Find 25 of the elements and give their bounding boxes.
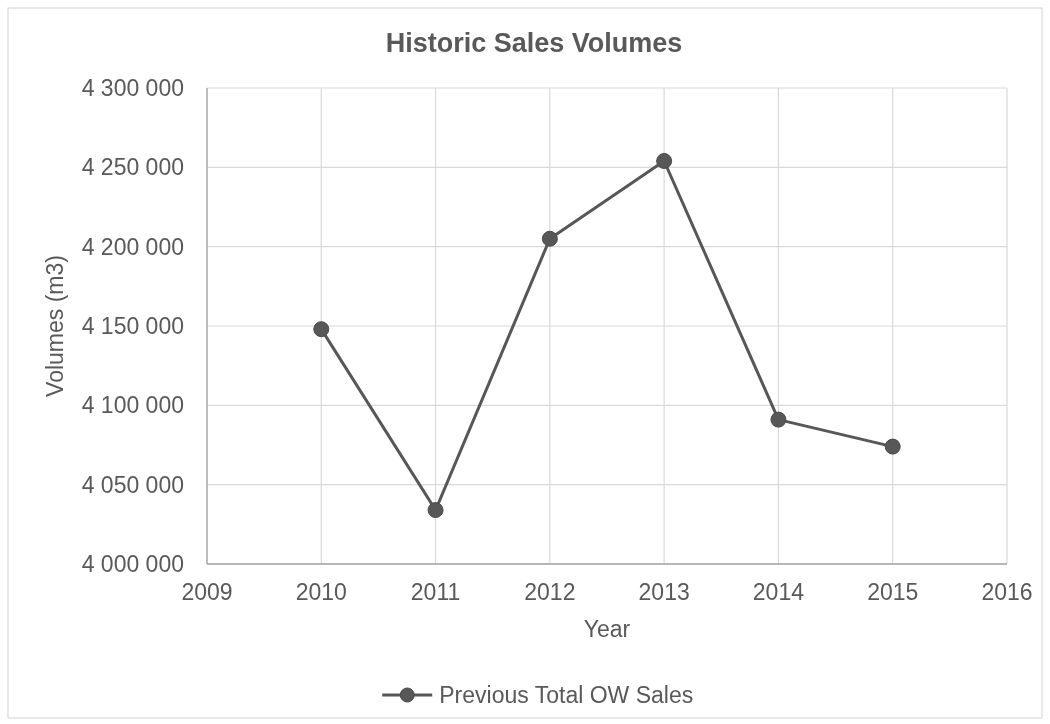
x-tick-label: 2009: [181, 579, 233, 605]
point: [884, 438, 901, 455]
x-axis-title: Year: [583, 616, 631, 642]
x-tick-label: 2013: [638, 579, 690, 605]
legend-label: Previous Total OW Sales: [439, 682, 694, 708]
x-tick-label: 2010: [295, 579, 347, 605]
point: [427, 502, 444, 519]
y-tick-label: 4 250 000: [81, 154, 184, 181]
point: [770, 411, 787, 428]
x-tick-label: 2011: [410, 579, 461, 605]
y-tick-label: 4 050 000: [81, 471, 184, 498]
y-tick-label: 4 150 000: [81, 313, 184, 339]
x-tick-label: 2014: [752, 579, 805, 605]
chart-title: Historic Sales Volumes: [385, 28, 683, 58]
y-tick-label: 4 000 000: [81, 551, 184, 577]
point: [656, 152, 673, 169]
y-tick-label: 4 200 000: [81, 233, 184, 260]
y-axis-title: Volumes (m3): [42, 255, 68, 397]
point: [313, 321, 330, 338]
point: [541, 230, 558, 247]
x-tick-label: 2015: [867, 579, 919, 605]
x-tick-label: 2012: [524, 579, 576, 605]
y-tick-label: 4 100 000: [81, 392, 184, 419]
x-tick-label: 2016: [981, 579, 1033, 605]
y-tick-label: 4 300 000: [81, 75, 184, 101]
